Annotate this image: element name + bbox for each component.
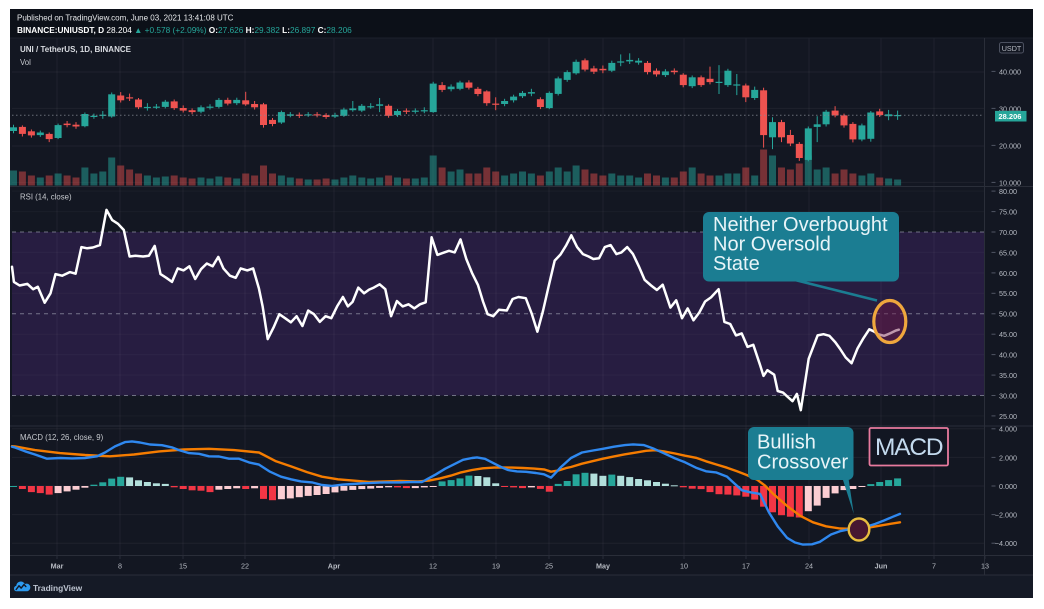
svg-text:19: 19 [492,562,500,571]
svg-text:State: State [713,253,760,275]
svg-text:25: 25 [545,562,553,571]
svg-text:60.00: 60.00 [999,269,1017,278]
svg-text:22: 22 [241,562,249,571]
svg-text:4.000: 4.000 [999,425,1017,434]
svg-text:MACD (12, 26, close, 9): MACD (12, 26, close, 9) [20,433,104,442]
svg-text:17: 17 [742,562,750,571]
svg-text:15: 15 [179,562,187,571]
svg-text:80.00: 80.00 [999,187,1017,196]
svg-text:BINANCE:UNIUSDT, D 28.204 ▲ +0: BINANCE:UNIUSDT, D 28.204 ▲ +0.578 (+2.0… [17,25,352,35]
svg-text:50.00: 50.00 [999,310,1017,319]
svg-text:Nor Oversold: Nor Oversold [713,234,831,256]
svg-text:TradingView: TradingView [33,583,83,593]
svg-text:Jun: Jun [875,562,888,571]
svg-text:75.00: 75.00 [999,208,1017,217]
svg-text:−2.000: −2.000 [995,511,1017,520]
svg-text:Mar: Mar [51,562,64,571]
svg-text:7: 7 [932,562,936,571]
svg-text:USDT: USDT [1002,44,1022,53]
svg-text:24: 24 [805,562,813,571]
svg-text:10.000: 10.000 [999,178,1021,187]
svg-text:30.00: 30.00 [999,391,1017,400]
svg-text:40.000: 40.000 [999,67,1021,76]
svg-text:20.000: 20.000 [999,141,1021,150]
svg-text:RSI (14, close): RSI (14, close) [20,193,72,202]
svg-text:28.206: 28.206 [999,112,1022,121]
svg-text:UNI / TetherUS, 1D, BINANCE: UNI / TetherUS, 1D, BINANCE [20,45,132,54]
svg-text:Published on TradingView.com,: Published on TradingView.com, June 03, 2… [17,14,234,23]
svg-text:12: 12 [429,562,437,571]
svg-text:2.000: 2.000 [999,453,1017,462]
svg-text:−4.000: −4.000 [995,539,1017,548]
svg-text:25.00: 25.00 [999,412,1017,421]
svg-text:30.000: 30.000 [999,104,1021,113]
svg-text:10: 10 [680,562,688,571]
svg-text:13: 13 [981,562,989,571]
svg-text:Vol: Vol [20,58,31,67]
svg-text:8: 8 [118,562,122,571]
svg-text:Neither Overbought: Neither Overbought [713,214,888,236]
svg-text:65.00: 65.00 [999,248,1017,257]
svg-text:May: May [596,562,610,571]
svg-text:45.00: 45.00 [999,330,1017,339]
svg-text:Apr: Apr [328,562,341,571]
svg-text:MACD: MACD [875,434,943,461]
svg-text:Crossover: Crossover [757,452,848,474]
svg-text:35.00: 35.00 [999,371,1017,380]
svg-text:55.00: 55.00 [999,289,1017,298]
svg-text:40.00: 40.00 [999,351,1017,360]
svg-text:Bullish: Bullish [757,432,816,454]
svg-text:70.00: 70.00 [999,228,1017,237]
svg-text:0.000: 0.000 [999,482,1017,491]
